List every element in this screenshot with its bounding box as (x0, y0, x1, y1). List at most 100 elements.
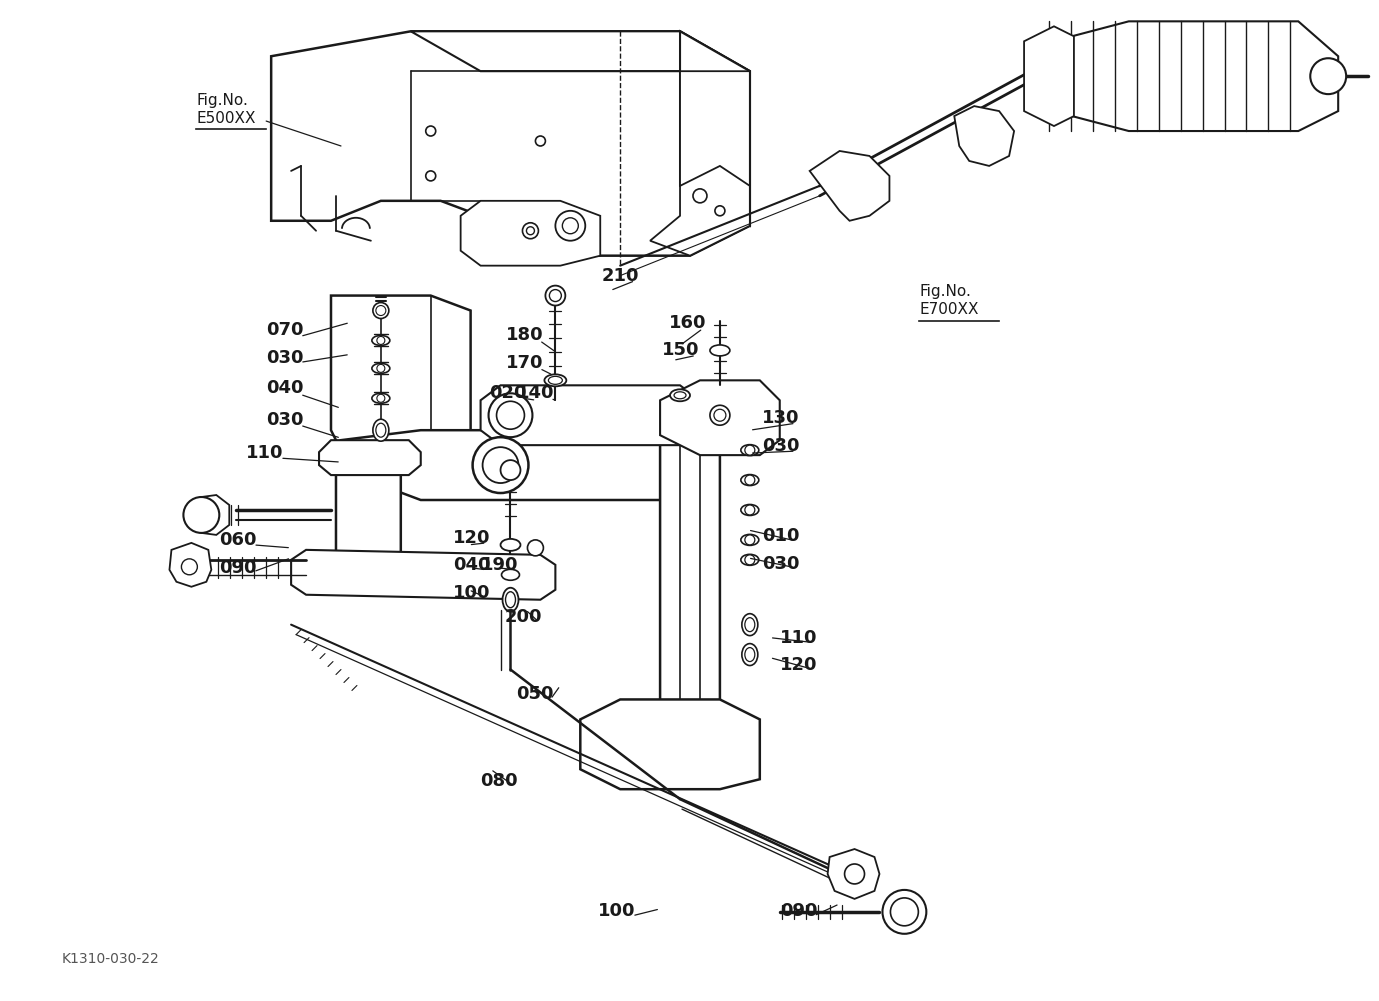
Polygon shape (331, 295, 470, 470)
Polygon shape (319, 440, 421, 475)
Text: 140: 140 (517, 384, 554, 402)
Circle shape (1310, 58, 1346, 94)
Text: 040: 040 (266, 379, 303, 397)
Circle shape (426, 171, 436, 181)
Circle shape (546, 285, 565, 305)
Polygon shape (680, 71, 750, 211)
Circle shape (376, 364, 385, 372)
Text: 080: 080 (480, 772, 519, 790)
Text: 170: 170 (506, 354, 543, 372)
Polygon shape (661, 420, 720, 720)
Text: 200: 200 (505, 608, 542, 626)
Text: 190: 190 (480, 556, 519, 574)
Circle shape (745, 535, 754, 545)
Circle shape (745, 505, 754, 515)
Ellipse shape (741, 535, 758, 546)
Ellipse shape (376, 423, 386, 437)
Ellipse shape (670, 389, 690, 401)
Text: E700XX: E700XX (920, 301, 979, 316)
Text: 030: 030 (761, 437, 800, 455)
Circle shape (496, 401, 524, 429)
Text: 110: 110 (247, 444, 284, 462)
Ellipse shape (545, 374, 567, 386)
Circle shape (376, 394, 385, 402)
Circle shape (883, 890, 927, 934)
Circle shape (556, 211, 585, 240)
Polygon shape (189, 495, 229, 535)
Ellipse shape (741, 555, 758, 566)
Text: 030: 030 (761, 555, 800, 573)
Ellipse shape (745, 618, 754, 632)
Ellipse shape (502, 588, 519, 612)
Circle shape (844, 864, 865, 884)
Ellipse shape (741, 444, 758, 455)
Text: 050: 050 (517, 686, 554, 704)
Text: 090: 090 (779, 902, 818, 920)
Circle shape (563, 218, 578, 234)
Polygon shape (1025, 26, 1074, 126)
Circle shape (710, 405, 729, 425)
Circle shape (376, 305, 386, 315)
Polygon shape (650, 166, 750, 255)
Ellipse shape (372, 393, 390, 403)
Ellipse shape (549, 376, 563, 384)
Polygon shape (272, 31, 750, 255)
Text: 210: 210 (601, 266, 638, 284)
Polygon shape (954, 106, 1014, 166)
Ellipse shape (372, 363, 390, 373)
Circle shape (488, 393, 532, 437)
Text: E500XX: E500XX (196, 111, 256, 126)
Text: 120: 120 (779, 656, 818, 674)
Ellipse shape (742, 644, 758, 666)
Circle shape (549, 289, 561, 301)
Ellipse shape (741, 505, 758, 516)
Text: 150: 150 (662, 341, 699, 359)
Text: 090: 090 (219, 559, 256, 577)
Circle shape (694, 189, 707, 203)
Polygon shape (461, 201, 600, 265)
Circle shape (501, 460, 520, 480)
Circle shape (745, 475, 754, 485)
Ellipse shape (372, 419, 389, 441)
Circle shape (376, 336, 385, 344)
Circle shape (527, 227, 535, 235)
Circle shape (372, 302, 389, 318)
Text: 100: 100 (598, 902, 636, 920)
Circle shape (714, 409, 725, 421)
Text: Fig.No.: Fig.No. (920, 283, 971, 298)
Polygon shape (1034, 21, 1338, 131)
Circle shape (426, 126, 436, 136)
Ellipse shape (506, 592, 516, 608)
Circle shape (714, 206, 725, 216)
Text: 160: 160 (669, 314, 706, 332)
Circle shape (527, 540, 543, 556)
Text: 110: 110 (779, 629, 818, 647)
Text: 120: 120 (452, 529, 490, 547)
Ellipse shape (501, 539, 520, 551)
Text: 070: 070 (266, 321, 303, 339)
Circle shape (183, 497, 219, 533)
Text: 060: 060 (219, 531, 256, 549)
Text: 020: 020 (490, 384, 527, 402)
Text: K1310-030-22: K1310-030-22 (62, 952, 160, 966)
Polygon shape (411, 31, 750, 71)
Circle shape (483, 447, 519, 483)
Circle shape (473, 437, 528, 493)
Polygon shape (680, 31, 750, 226)
Ellipse shape (741, 474, 758, 485)
Text: 130: 130 (761, 409, 800, 427)
Circle shape (745, 445, 754, 455)
Ellipse shape (502, 570, 520, 581)
Text: 100: 100 (452, 584, 490, 602)
Text: 030: 030 (266, 411, 303, 429)
Circle shape (745, 555, 754, 565)
Ellipse shape (674, 391, 685, 398)
Polygon shape (480, 385, 701, 445)
Polygon shape (809, 151, 889, 221)
Text: 030: 030 (266, 349, 303, 367)
Polygon shape (170, 543, 211, 587)
Circle shape (891, 898, 918, 926)
Ellipse shape (742, 614, 758, 636)
Circle shape (182, 559, 197, 575)
Text: Fig.No.: Fig.No. (196, 93, 248, 108)
